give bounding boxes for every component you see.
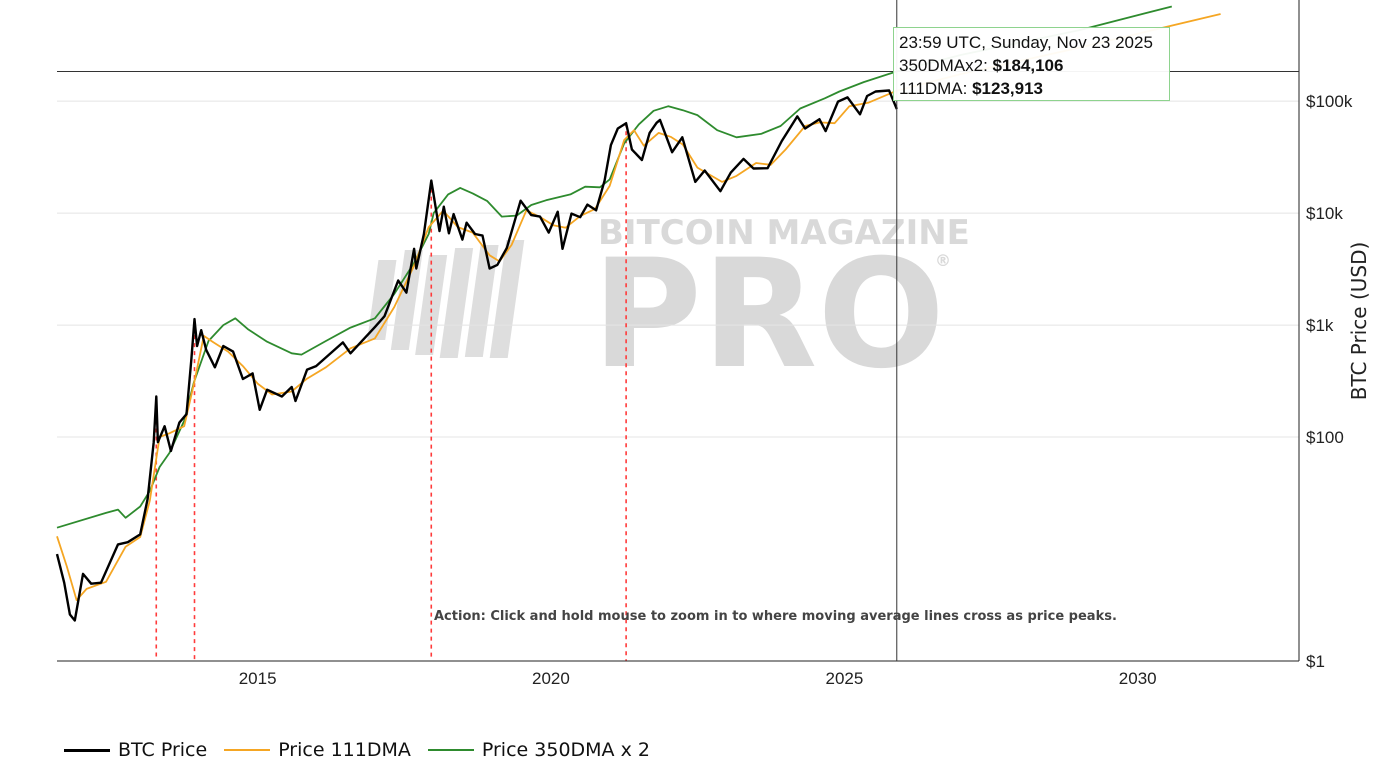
series-line-btc-price	[55, 89, 898, 622]
watermark-main-text: PRO	[592, 228, 945, 402]
tooltip-350dma-label: 350DMAx2:	[899, 56, 993, 75]
watermark-bar	[464, 245, 499, 357]
y-tick-label: $100	[1306, 428, 1344, 447]
action-annotation: Action: Click and hold mouse to zoom in …	[434, 609, 1117, 624]
watermark-top-text: BITCOIN MAGAZINE	[598, 213, 970, 253]
hover-tooltip: 23:59 UTC, Sunday, Nov 23 2025 350DMAx2:…	[893, 27, 1170, 101]
tooltip-111dma-label: 111DMA:	[899, 79, 973, 98]
series-lines	[55, 5, 1221, 622]
y-axis-label: BTC Price (USD)	[1347, 242, 1371, 401]
legend-swatch-350dma	[427, 749, 474, 751]
y-tick-label: $1k	[1306, 316, 1334, 335]
y-tick-label: $10k	[1306, 204, 1343, 223]
x-tick-label: 2020	[532, 669, 570, 688]
legend-label-btc-price: BTC Price	[118, 739, 208, 761]
watermark-bar	[439, 248, 474, 358]
x-tick-label: 2025	[825, 669, 863, 688]
legend-swatch-111dma	[224, 749, 271, 751]
x-tick-label: 2015	[239, 669, 277, 688]
watermark-logo: BITCOIN MAGAZINE PRO ®	[367, 213, 970, 402]
tick-labels: $1 $100 $1k $10k $100k 2015 2020 2025 2030	[239, 92, 1353, 688]
chart-legend: BTC Price Price 111DMA Price 350DMA x 2	[64, 739, 667, 761]
cycle-peak-markers	[155, 123, 627, 661]
tooltip-111dma-value: $123,913	[972, 79, 1043, 98]
legend-item-111dma[interactable]: Price 111DMA	[224, 739, 411, 761]
axes	[57, 0, 1300, 662]
series-line-111dma	[56, 13, 1221, 601]
legend-label-350dma: Price 350DMA x 2	[481, 739, 650, 761]
legend-item-btc-price[interactable]: BTC Price	[64, 739, 207, 761]
tooltip-350dma-value: $184,106	[992, 56, 1064, 75]
watermark-bar	[415, 255, 448, 355]
y-tick-label: $100k	[1306, 92, 1353, 111]
x-tick-label: 2030	[1119, 669, 1157, 688]
tooltip-111dma-row: 111DMA: $123,913	[899, 77, 1169, 100]
watermark-bars-icon	[367, 240, 525, 358]
grid-lines	[57, 100, 1299, 438]
tooltip-350dma-row: 350DMAx2: $184,106	[899, 54, 1169, 77]
legend-swatch-btc-price	[64, 748, 110, 752]
legend-item-350dma[interactable]: Price 350DMA x 2	[427, 739, 650, 761]
tooltip-date: 23:59 UTC, Sunday, Nov 23 2025	[899, 33, 1153, 52]
y-tick-label: $1	[1306, 652, 1325, 671]
legend-label-111dma: Price 111DMA	[278, 739, 411, 761]
watermark-registered-mark: ®	[935, 251, 951, 270]
watermark-bar	[367, 260, 397, 340]
watermark-bar	[489, 240, 525, 358]
